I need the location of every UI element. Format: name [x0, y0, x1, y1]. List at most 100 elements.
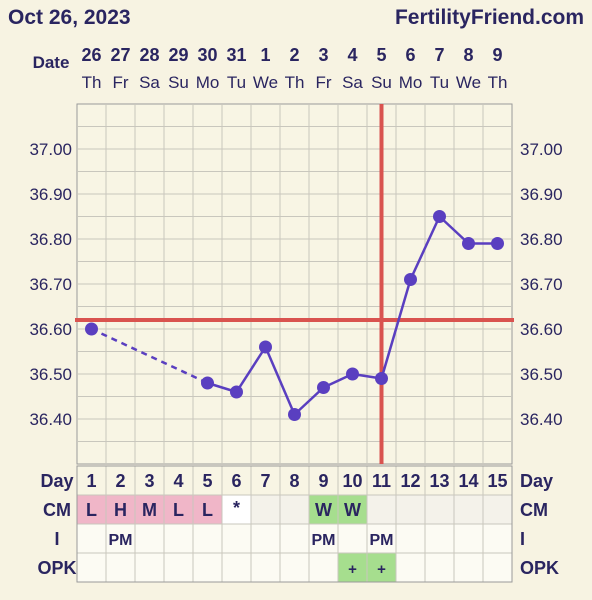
intercourse-row-cell [250, 523, 281, 554]
cm-row-cell [337, 494, 368, 525]
cm-row-label-left: CM [43, 500, 71, 520]
intercourse-row-cell [337, 523, 368, 554]
temperature-line [264, 346, 296, 415]
opk-row-cell [192, 552, 223, 583]
temperature-point [375, 372, 388, 385]
temperature-point [317, 381, 330, 394]
opk-row-cell [482, 552, 513, 583]
intercourse-row-cell [279, 523, 310, 554]
day-row-label-left: Day [40, 471, 73, 491]
y-tick-label-left: 36.70 [29, 275, 72, 294]
y-tick-label-left: 36.90 [29, 185, 72, 204]
date-number: 8 [463, 45, 473, 65]
weekday-label: Tu [227, 73, 246, 92]
intercourse-row-cell [134, 523, 165, 554]
intercourse-row-value: PM [370, 532, 394, 549]
weekday-label: Th [285, 73, 305, 92]
temperature-line [438, 215, 470, 245]
cm-row-cell [134, 494, 165, 525]
temperature-point [230, 385, 243, 399]
y-tick-label-right: 36.60 [520, 320, 563, 339]
weekday-label: Mo [196, 73, 220, 92]
day-row-value: 14 [458, 471, 478, 491]
weekday-label: We [253, 73, 278, 92]
cm-row-value: W [344, 500, 361, 520]
intercourse-row-cell [76, 523, 107, 554]
cm-row-cell [105, 494, 136, 525]
opk-row-cell [105, 552, 136, 583]
day-row-label-right: Day [520, 471, 553, 491]
day-row-value: 13 [429, 471, 449, 491]
date-number: 30 [197, 45, 217, 65]
day-row-value: 12 [400, 471, 420, 491]
date-number: 28 [139, 45, 159, 65]
weekday-label: Su [371, 73, 392, 92]
cm-row-value: H [114, 500, 127, 520]
temperature-point [404, 273, 417, 286]
day-row-value: 4 [173, 471, 183, 491]
opk-row-cell [453, 552, 484, 583]
cm-row-cell [395, 494, 426, 525]
day-row-value: 7 [260, 471, 270, 491]
day-row-value: 8 [289, 471, 299, 491]
temperature-point [259, 340, 272, 354]
cm-row-cell [76, 494, 107, 525]
opk-row-cell [221, 552, 252, 583]
day-row-cell [279, 465, 310, 496]
y-tick-label-left: 36.80 [29, 230, 72, 249]
opk-row-cell [395, 552, 426, 583]
opk-row-value: + [348, 561, 357, 578]
day-row-value: 10 [342, 471, 362, 491]
date-number: 5 [376, 45, 386, 65]
intercourse-row-cell [482, 523, 513, 554]
temperature-point [85, 322, 98, 336]
intercourse-row-cell [221, 523, 252, 554]
cm-row-value: L [202, 500, 213, 520]
weekday-label: Th [82, 73, 102, 92]
temperature-line [293, 386, 325, 416]
date-number: 9 [492, 45, 502, 65]
intercourse-row-cell [308, 523, 339, 554]
cm-row-cell [366, 494, 397, 525]
intercourse-row-cell [453, 523, 484, 554]
opk-row-cell [337, 552, 368, 583]
y-tick-label-left: 36.60 [29, 320, 72, 339]
y-tick-label-right: 36.70 [520, 275, 563, 294]
date-number: 29 [168, 45, 188, 65]
y-tick-label-left: 37.00 [29, 140, 72, 159]
cm-row-value: L [173, 500, 184, 520]
date-number: 2 [289, 45, 299, 65]
intercourse-row-cell [395, 523, 426, 554]
opk-row-cell [76, 552, 107, 583]
date-number: 27 [110, 45, 130, 65]
day-row-cell [163, 465, 194, 496]
weekday-label: Fr [315, 73, 331, 92]
weekday-label: Th [488, 73, 508, 92]
y-tick-label-left: 36.50 [29, 365, 72, 384]
day-row-value: 2 [115, 471, 125, 491]
temperature-line [409, 215, 441, 281]
temperature-point [433, 210, 446, 223]
intercourse-row-value: PM [109, 532, 133, 549]
cm-row-cell [250, 494, 281, 525]
temperature-point [288, 408, 301, 421]
opk-row-value: + [377, 561, 386, 578]
opk-row-label-right: OPK [520, 558, 559, 578]
weekday-label: Fr [112, 73, 128, 92]
opk-row-cell [250, 552, 281, 583]
day-row-value: 9 [318, 471, 328, 491]
temperature-point [491, 237, 504, 250]
day-row-value: 5 [202, 471, 212, 491]
day-row-value: 1 [86, 471, 96, 491]
date-number: 4 [347, 45, 357, 65]
weekday-label: Mo [399, 73, 423, 92]
day-row-value: 3 [144, 471, 154, 491]
cm-row-cell [163, 494, 194, 525]
date-label: Date [33, 53, 70, 72]
day-row-cell [105, 465, 136, 496]
day-row-value: 11 [372, 471, 391, 491]
cm-row-cell [453, 494, 484, 525]
intercourse-row-value: PM [312, 532, 336, 549]
intercourse-row-label-right: I [520, 529, 525, 549]
